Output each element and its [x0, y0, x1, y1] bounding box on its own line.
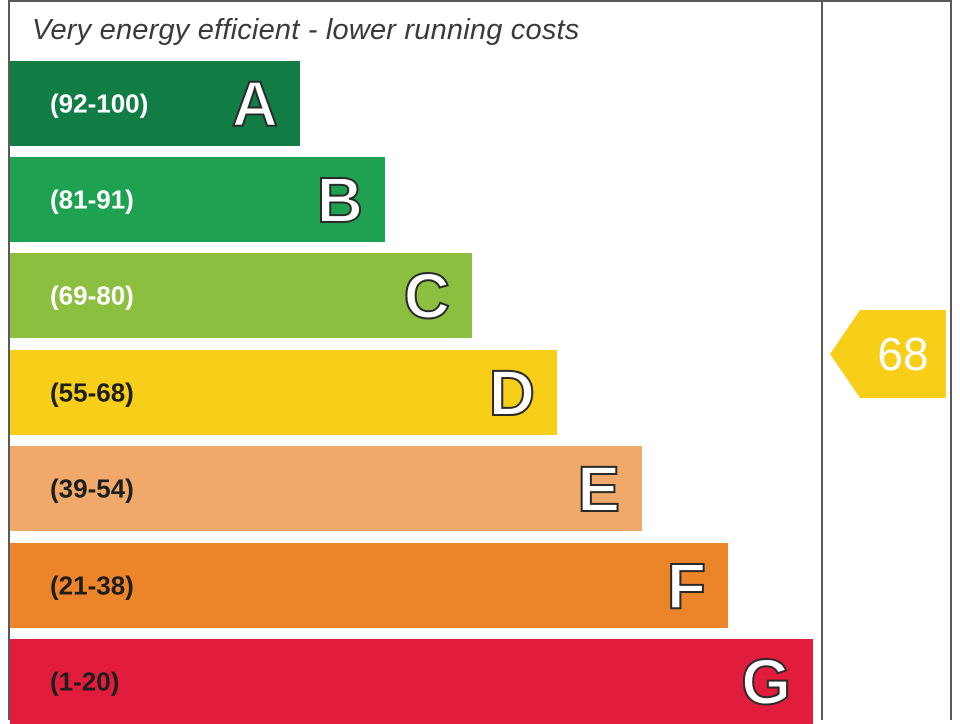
- rating-band-a: (92-100) A: [10, 61, 300, 146]
- band-letter: G: [740, 645, 792, 718]
- band-letter: F: [666, 549, 707, 622]
- rating-band-c: (69-80) C: [10, 253, 472, 338]
- current-rating-arrow-shape: [830, 310, 946, 398]
- frame-top-border: [8, 0, 952, 2]
- band-range-label: (1-20): [50, 666, 120, 696]
- band-range-label: (55-68): [50, 377, 134, 407]
- band-range-label: (39-54): [50, 473, 134, 503]
- band-range-label: (92-100): [50, 88, 149, 118]
- current-rating-indicator: 68: [830, 310, 946, 398]
- rating-band-g: (1-20) G: [10, 639, 813, 724]
- band-range-label: (69-80): [50, 280, 134, 310]
- rating-band-f: (21-38) F: [10, 543, 728, 628]
- band-letter: C: [403, 259, 451, 332]
- band-range-label: (21-38): [50, 570, 134, 600]
- chart-title: Very energy efficient - lower running co…: [32, 14, 580, 46]
- current-rating-value: 68: [877, 328, 929, 380]
- band-range-label: (81-91): [50, 184, 134, 214]
- rating-band-b: (81-91) B: [10, 157, 385, 242]
- frame-divider: [821, 0, 823, 720]
- band-letter: D: [488, 356, 536, 429]
- rating-band-d: (55-68) D: [10, 350, 557, 435]
- band-letter: E: [576, 452, 621, 525]
- band-letter: B: [316, 163, 364, 236]
- frame-right-border: [950, 0, 952, 720]
- rating-band-e: (39-54) E: [10, 446, 642, 531]
- band-letter: A: [231, 67, 279, 140]
- frame-left-border: [8, 0, 10, 720]
